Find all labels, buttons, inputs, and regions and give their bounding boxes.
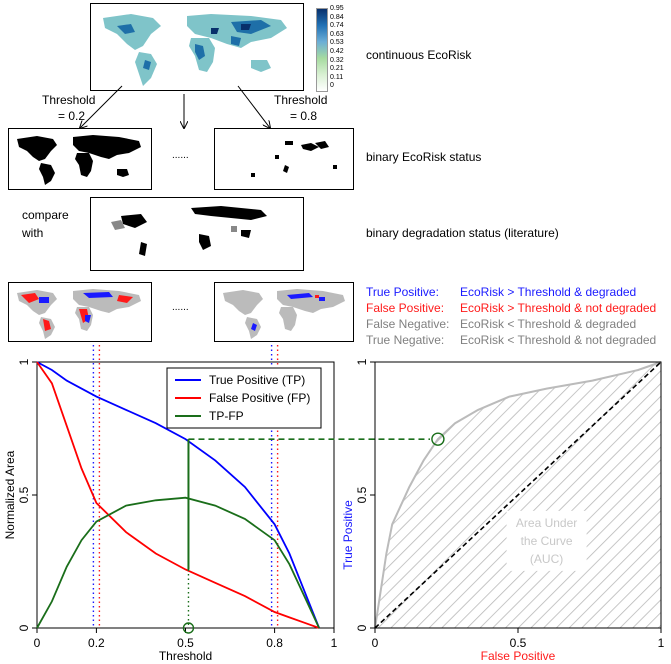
world-map-binary-high [251, 141, 337, 177]
threshold-chart: 0 0.2 0.5 0.8 1 0 0.5 1 Threshold Normalized Area… [3, 345, 430, 663]
diagonal-reference-line [374, 361, 662, 629]
x-tick-label: 0 [372, 636, 379, 650]
world-map-continuous [103, 14, 287, 86]
y-tick-label: 0 [17, 624, 31, 631]
colorbar-tick: 0.53 [330, 39, 344, 47]
auc-area [375, 362, 661, 628]
class-true-negative-desc: EcoRisk < Threshold & not degraded [460, 333, 657, 347]
colorbar-tick: 0.11 [330, 73, 344, 81]
y-tick-label: 1 [355, 358, 369, 365]
world-map-degradation [111, 206, 267, 256]
threshold-left-label-1: Threshold [42, 93, 96, 107]
class-false-positive-key: False Positive: [366, 301, 445, 315]
x-tick-label: 1 [331, 636, 338, 650]
threshold-right-label-2: = 0.8 [290, 109, 318, 123]
colorbar [316, 8, 328, 92]
y-axis-label: Normalized Area [3, 450, 17, 539]
colorbar-tick: 0.63 [330, 30, 344, 38]
binary-ecorisk-map-high [214, 128, 354, 190]
comparison-map-low [8, 282, 152, 342]
x-axis-label: False Positive [481, 649, 556, 663]
world-map-comparison-high [223, 289, 345, 339]
colorbar-tick: 0.42 [330, 47, 344, 55]
class-false-negative-key: False Negative: [366, 317, 450, 331]
class-true-positive-key: True Positive: [366, 285, 439, 299]
x-tick-label: 0.5 [510, 636, 527, 650]
y-tick-label: 0.5 [355, 486, 369, 503]
y-tick-label: 0 [355, 624, 369, 631]
class-true-negative-key: True Negative: [366, 333, 445, 347]
x-tick-label: 0 [34, 636, 41, 650]
optimum-roc-marker [431, 432, 445, 446]
compare-with-2: with [22, 226, 44, 240]
y-tick-label: 0.5 [17, 486, 31, 503]
binary-ecorisk-map-low [8, 128, 152, 190]
colorbar-tick: 0 [330, 82, 334, 90]
x-axis-label: Threshold [159, 649, 212, 663]
class-false-negative-desc: EcoRisk < Threshold & degraded [460, 317, 637, 331]
colorbar-ticks: 0.95 0.84 0.74 0.63 0.53 0.42 0.32 0.21 … [330, 5, 360, 95]
legend-label-2: TP-FP [209, 409, 244, 423]
optimum-threshold-marker [182, 622, 195, 634]
colorbar-tick: 0.32 [330, 56, 344, 64]
threshold-arrows [0, 85, 671, 140]
x-tick-label: 0.2 [88, 636, 105, 650]
y-tick-label: 1 [17, 358, 31, 365]
label-binary-ecorisk: binary EcoRisk status [366, 150, 482, 164]
label-continuous-ecorisk: continuous EcoRisk [366, 48, 472, 62]
colorbar-tick: 0.21 [330, 65, 344, 73]
continuous-ecorisk-map [90, 3, 304, 91]
series-line-1 [36, 361, 320, 629]
auc-label: Area Under [516, 516, 577, 530]
world-map-comparison-low [17, 289, 141, 339]
series-line-2 [36, 496, 320, 629]
plot-frame [36, 361, 335, 629]
colorbar-tick: 0.95 [330, 5, 344, 12]
label-binary-degradation: binary degradation status (literature) [366, 226, 559, 240]
world-map-binary-low [17, 135, 141, 185]
auc-label: (AUC) [530, 552, 563, 566]
x-tick-label: 0.5 [177, 636, 194, 650]
arrow-right [237, 85, 270, 128]
y-axis-label: True Positive [341, 500, 355, 570]
series-line-0 [36, 361, 320, 629]
legend-label-0: True Positive (TP) [209, 373, 305, 387]
x-tick-label: 1 [658, 636, 665, 650]
compare-with-1: compare [22, 208, 69, 222]
roc-chart: Area Under the Curve (AUC) 0 0.5 1 0 0.5 1 False … [341, 358, 665, 663]
colorbar-tick: 0.84 [330, 13, 344, 21]
roc-curve [374, 361, 662, 629]
threshold-left-label-2: = 0.2 [58, 109, 86, 123]
legend-label-1: False Positive (FP) [209, 391, 310, 405]
auc-label-box [506, 510, 587, 571]
plot-frame [374, 361, 662, 629]
class-false-positive-desc: EcoRisk > Threshold & not degraded [460, 301, 657, 315]
binary-degradation-map [90, 197, 304, 271]
colorbar-tick: 0.74 [330, 22, 344, 30]
x-tick-label: 0.8 [266, 636, 283, 650]
auc-label: the Curve [521, 534, 573, 548]
ellipsis-binary: ...... [172, 150, 189, 161]
arrow-left [80, 85, 123, 128]
ellipsis-comparison: ...... [172, 302, 189, 313]
class-true-positive-desc: EcoRisk > Threshold & degraded [460, 285, 637, 299]
legend-box [166, 367, 322, 429]
threshold-right-label-1: Threshold [274, 93, 328, 107]
comparison-map-high [214, 282, 354, 342]
